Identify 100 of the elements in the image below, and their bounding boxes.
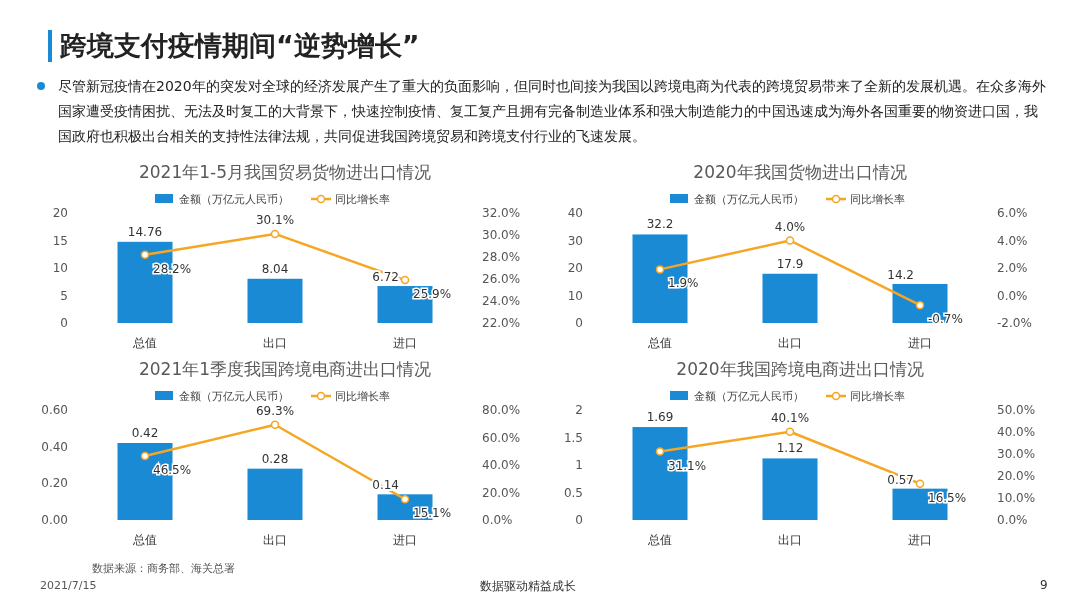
- data-label: 31.1%: [668, 458, 707, 473]
- y2-tick-label: 2.0%: [997, 261, 1028, 275]
- x-tick-label: 出口: [263, 336, 287, 350]
- x-tick-label: 总值: [647, 533, 672, 547]
- data-label: 25.9%: [413, 287, 452, 302]
- data-label: 15.1%: [413, 506, 452, 521]
- legend-label: 金额（万亿元人民币）: [179, 390, 289, 403]
- y-tick-label: 0.20: [41, 476, 68, 491]
- y-tick-label: 2: [575, 403, 583, 417]
- y-tick-label: 0: [575, 316, 583, 330]
- y2-tick-label: 32.0%: [482, 206, 521, 220]
- legend-label: 金额（万亿元人民币）: [694, 193, 804, 206]
- x-tick-label: 出口: [778, 533, 802, 547]
- x-tick-label: 总值: [132, 336, 157, 350]
- text: 跨境支付疫情期间“逆势增长”: [60, 29, 420, 63]
- x-tick-label: 总值: [647, 336, 672, 350]
- data-label: 40.1%: [770, 410, 810, 425]
- point: [915, 479, 925, 488]
- legend-label: 同比增长率: [335, 390, 390, 403]
- chart-title: 2021年1-5月我国贸易货物进出口情况: [138, 162, 432, 182]
- data-label: 4.0%: [774, 219, 806, 234]
- y-tick-label: 0: [575, 513, 583, 527]
- y-tick-label: 10: [567, 288, 583, 303]
- point: [400, 275, 410, 285]
- x-tick-label: 进口: [908, 533, 932, 547]
- x-tick-label: 出口: [778, 336, 802, 350]
- legend-label: 同比增长率: [335, 193, 390, 206]
- data-label: 14.2: [887, 267, 914, 282]
- y-tick-label: 0.00: [41, 513, 68, 527]
- chart-title: 2020年我国跨境电商进出口情况: [676, 359, 924, 379]
- y2-tick-label: 40.0%: [482, 458, 521, 472]
- data-label: 30.1%: [255, 212, 295, 227]
- y-tick-label: 0.5: [563, 485, 583, 500]
- y2-tick-label: 6.0%: [997, 206, 1028, 220]
- data-label: 69.3%: [255, 403, 295, 418]
- x-tick-label: 进口: [393, 336, 417, 350]
- y-tick-label: 20: [567, 261, 583, 275]
- data-label: 1.69: [646, 410, 674, 425]
- bar: [762, 458, 818, 520]
- y2-tick-label: 40.0%: [997, 425, 1036, 439]
- y2-tick-label: 50.0%: [997, 403, 1036, 417]
- data-label: 6.72: [372, 270, 399, 285]
- data-label: 17.9: [776, 256, 804, 271]
- x-tick-label: 出口: [263, 533, 287, 547]
- y2-tick-label: 60.0%: [482, 430, 521, 445]
- point: [270, 420, 280, 429]
- y2-tick-label: -2.0%: [997, 316, 1032, 330]
- y2-tick-label: 4.0%: [997, 233, 1028, 248]
- y-tick-label: 15: [52, 233, 68, 248]
- chart-title: 2020年我国货物进出口情况: [693, 162, 907, 182]
- bar: [762, 273, 818, 323]
- text: 2021/7/15: [40, 579, 97, 592]
- y2-tick-label: 30.0%: [482, 228, 521, 242]
- bar: [247, 468, 303, 520]
- text: 数据驱动精益成长: [480, 578, 576, 595]
- point: [655, 447, 665, 456]
- legend-label: 金额（万亿元人民币）: [694, 390, 804, 403]
- y-tick-label: 0: [60, 316, 68, 330]
- point: [915, 300, 925, 310]
- y2-tick-label: 0.0%: [997, 288, 1028, 303]
- data-label: 0.42: [131, 426, 159, 440]
- x-tick-label: 总值: [132, 533, 157, 547]
- y2-tick-label: 24.0%: [482, 294, 521, 308]
- point: [655, 265, 665, 274]
- data-label: 0.57: [887, 472, 914, 487]
- y-tick-label: 0.40: [41, 439, 68, 454]
- data-label: 16.5%: [928, 490, 967, 505]
- y2-tick-label: 30.0%: [997, 447, 1036, 461]
- data-label: 28.2%: [153, 261, 192, 276]
- y2-tick-label: 28.0%: [482, 250, 521, 264]
- y2-tick-label: 22.0%: [482, 316, 521, 330]
- text: 尽管新冠疫情在2020年的突发对全球的经济发展产生了重大的负面影响，但同时也间接为我国以跨境电商为代表的跨境贸易带来了全新的发展机遇。在众多海外国家遭受疫情困扰、无法及时复工的大背景下，快速控制疫情、复工复产且拥有完备制造业体系和强大制造能力的中国迅速成为海外各国重要的物资进口国，我国政府也积极出台相关的支持性法律法规，共同促进我国跨境贸易和跨境支付行业的飞速发展。: [58, 77, 1047, 146]
- y2-tick-label: 80.0%: [482, 403, 521, 417]
- point: [400, 494, 410, 504]
- point: [270, 229, 280, 239]
- y-tick-label: 10: [52, 261, 68, 275]
- legend-label: 金额（万亿元人民币）: [179, 193, 289, 206]
- bar: [247, 278, 303, 323]
- point: [785, 236, 795, 245]
- data-label: 14.76: [127, 224, 163, 239]
- y-tick-label: 1: [575, 458, 583, 472]
- y2-tick-label: 26.0%: [482, 272, 521, 286]
- y-tick-label: 5: [60, 288, 68, 303]
- legend-label: 同比增长率: [850, 193, 905, 206]
- chart-title: 2021年1季度我国跨境电商进出口情况: [138, 359, 432, 379]
- y2-tick-label: 20.0%: [482, 485, 521, 500]
- y-tick-label: 20: [52, 206, 68, 220]
- x-tick-label: 进口: [908, 336, 932, 350]
- source-note: 数据来源：商务部、海关总署: [92, 561, 235, 576]
- data-label: 32.2: [646, 217, 674, 232]
- y2-tick-label: 20.0%: [997, 469, 1036, 483]
- y2-tick-label: 10.0%: [997, 491, 1036, 505]
- y-tick-label: 40: [567, 206, 583, 220]
- text: 9: [1040, 578, 1048, 592]
- y2-tick-label: 0.0%: [482, 513, 513, 527]
- y-tick-label: 1.5: [563, 430, 583, 445]
- point: [785, 427, 795, 437]
- legend-label: 同比增长率: [850, 390, 905, 403]
- y-tick-label: 0.60: [41, 403, 68, 417]
- data-label: 1.12: [776, 441, 804, 456]
